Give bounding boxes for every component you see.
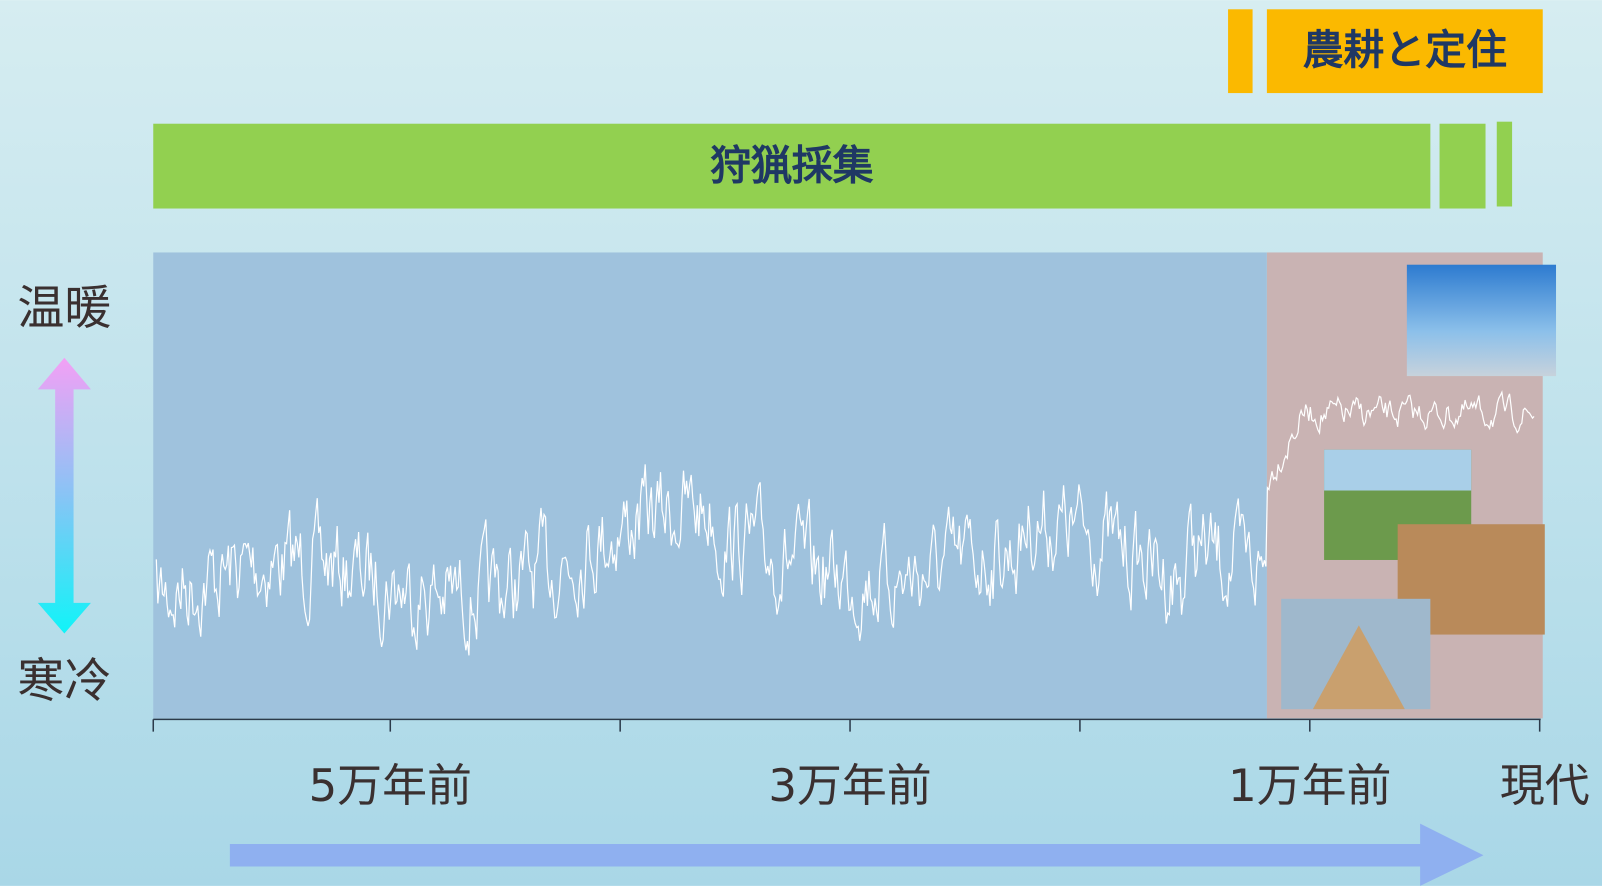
agriculture-band	[1228, 9, 1253, 93]
time-label: 5万年前	[309, 759, 472, 812]
warm-label: 温暖	[17, 281, 111, 336]
ice-age-panel	[153, 252, 1267, 718]
hunting-label: 狩猟採集	[710, 142, 874, 190]
hunting-band	[1440, 124, 1486, 209]
agriculture-label: 農耕と定住	[1303, 26, 1507, 74]
time-label: 現代	[1500, 759, 1590, 812]
photo-city	[1407, 265, 1556, 376]
cold-label: 寒冷	[17, 654, 111, 709]
hunting-band	[1497, 122, 1512, 207]
time-label: 3万年前	[768, 759, 931, 812]
time-label: 1万年前	[1228, 759, 1391, 812]
diagram: 農耕と定住 狩猟採集 5万年前 3万年前 1万年前 現代 温暖 寒冷	[0, 0, 1602, 886]
photo-sky	[1324, 450, 1471, 491]
page: 農耕と定住 狩猟採集 5万年前 3万年前 1万年前 現代 温暖 寒冷 (() =…	[0, 0, 1602, 886]
